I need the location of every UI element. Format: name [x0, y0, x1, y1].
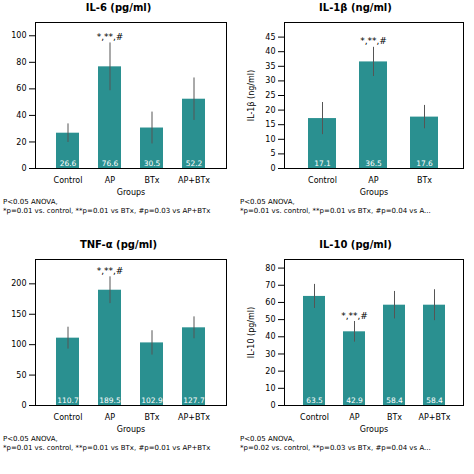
- svg-text:80: 80: [16, 58, 26, 67]
- html-text:*p=0.01 vs. control, **p=0.01: *p=0.01 vs. control, **p=0.01 vs BTx, #p…: [3, 443, 211, 452]
- svg-text:127.7: 127.7: [183, 396, 205, 405]
- svg-text:Groups: Groups: [117, 188, 146, 197]
- svg-text:BTx: BTx: [144, 176, 159, 185]
- svg-text:AP: AP: [368, 176, 378, 185]
- svg-text:BTx: BTx: [417, 176, 432, 185]
- svg-text:Control: Control: [300, 413, 329, 422]
- svg-text:AP: AP: [349, 413, 359, 422]
- html-text:P<0.05 ANOVA,: P<0.05 ANOVA,: [3, 198, 58, 206]
- svg-text:60: 60: [16, 84, 26, 93]
- html-text:TNF-α (pg/ml): TNF-α (pg/ml): [79, 239, 158, 250]
- svg-text:30: 30: [265, 76, 275, 85]
- svg-text:100: 100: [11, 340, 26, 349]
- svg-text:0: 0: [270, 401, 275, 410]
- svg-text:IL-10 (pg/ml): IL-10 (pg/ml): [247, 307, 256, 358]
- svg-text:35: 35: [265, 62, 275, 71]
- html-text:*p=0.01 vs. control, **p=0.01: *p=0.01 vs. control, **p=0.01 vs BTx, #p…: [3, 206, 211, 215]
- svg-text:25: 25: [265, 91, 275, 100]
- svg-text:AP+BTx: AP+BTx: [178, 413, 210, 422]
- html-text:*p=0.01 vs. control, **p=0.01: *p=0.01 vs. control, **p=0.01 vs BTx, #p…: [240, 206, 431, 215]
- svg-text:0: 0: [270, 164, 275, 173]
- html-text:IL-10 (pg/ml): IL-10 (pg/ml): [319, 239, 392, 250]
- svg-text:26.6: 26.6: [60, 159, 77, 168]
- svg-text:IL-1β (ng/ml): IL-1β (ng/ml): [247, 70, 256, 121]
- svg-text:BTx: BTx: [387, 413, 402, 422]
- html-text:P<0.05 ANOVA,: P<0.05 ANOVA,: [240, 435, 295, 443]
- svg-text:45: 45: [265, 33, 275, 42]
- svg-text:20: 20: [265, 106, 275, 115]
- svg-text:*,**,#: *,**,#: [360, 36, 387, 46]
- svg-text:Control: Control: [54, 413, 83, 422]
- svg-text:52.2: 52.2: [186, 159, 203, 168]
- svg-text:110.7: 110.7: [57, 396, 79, 405]
- svg-text:*,**,#: *,**,#: [97, 32, 124, 42]
- svg-text:50: 50: [16, 371, 26, 380]
- svg-text:17.6: 17.6: [416, 159, 433, 168]
- svg-text:5: 5: [270, 149, 275, 158]
- html-text:IL-6 (pg/ml): IL-6 (pg/ml): [85, 2, 152, 13]
- svg-text:Control: Control: [308, 176, 337, 185]
- svg-text:0: 0: [21, 401, 26, 410]
- svg-text:200: 200: [11, 279, 26, 288]
- svg-text:189.5: 189.5: [99, 396, 121, 405]
- svg-text:AP: AP: [105, 176, 115, 185]
- svg-text:Groups: Groups: [360, 425, 389, 434]
- svg-text:Control: Control: [54, 176, 83, 185]
- svg-text:150: 150: [11, 310, 26, 319]
- svg-text:58.4: 58.4: [386, 396, 403, 405]
- svg-text:AP+BTx: AP+BTx: [418, 413, 450, 422]
- html-text:IL-1β (ng/ml): IL-1β (ng/ml): [319, 2, 392, 13]
- svg-text:40: 40: [16, 111, 26, 120]
- svg-text:50: 50: [265, 315, 275, 324]
- html-text:P<0.05 ANOVA,: P<0.05 ANOVA,: [3, 435, 58, 443]
- svg-text:BTx: BTx: [144, 413, 159, 422]
- svg-text:40: 40: [265, 332, 275, 341]
- svg-text:17.1: 17.1: [314, 159, 331, 168]
- svg-text:102.9: 102.9: [141, 396, 163, 405]
- svg-text:*,**,#: *,**,#: [97, 266, 124, 276]
- svg-text:10: 10: [265, 135, 275, 144]
- svg-text:10: 10: [265, 384, 275, 393]
- svg-text:30: 30: [265, 350, 275, 359]
- svg-text:80: 80: [265, 264, 275, 273]
- svg-text:20: 20: [16, 138, 26, 147]
- html-text:P<0.05 ANOVA,: P<0.05 ANOVA,: [240, 198, 295, 206]
- svg-text:58.4: 58.4: [426, 396, 443, 405]
- svg-text:30.5: 30.5: [144, 159, 161, 168]
- svg-text:AP: AP: [105, 413, 115, 422]
- svg-text:63.5: 63.5: [306, 396, 323, 405]
- svg-text:Groups: Groups: [117, 425, 146, 434]
- svg-text:*,**,#: *,**,#: [341, 311, 368, 321]
- svg-text:0: 0: [21, 164, 26, 173]
- svg-text:40: 40: [265, 47, 275, 56]
- svg-text:70: 70: [265, 281, 275, 290]
- svg-text:42.9: 42.9: [346, 396, 363, 405]
- svg-text:100: 100: [11, 31, 26, 40]
- svg-text:20: 20: [265, 367, 275, 376]
- svg-text:AP+BTx: AP+BTx: [178, 176, 210, 185]
- svg-text:76.6: 76.6: [102, 159, 119, 168]
- svg-text:Groups: Groups: [360, 188, 389, 197]
- svg-text:36.5: 36.5: [365, 159, 382, 168]
- svg-text:60: 60: [265, 298, 275, 307]
- svg-text:15: 15: [265, 120, 275, 129]
- html-text:*p=0.02 vs. control, **p=0.03: *p=0.02 vs. control, **p=0.03 vs BTx, #p…: [240, 443, 431, 452]
